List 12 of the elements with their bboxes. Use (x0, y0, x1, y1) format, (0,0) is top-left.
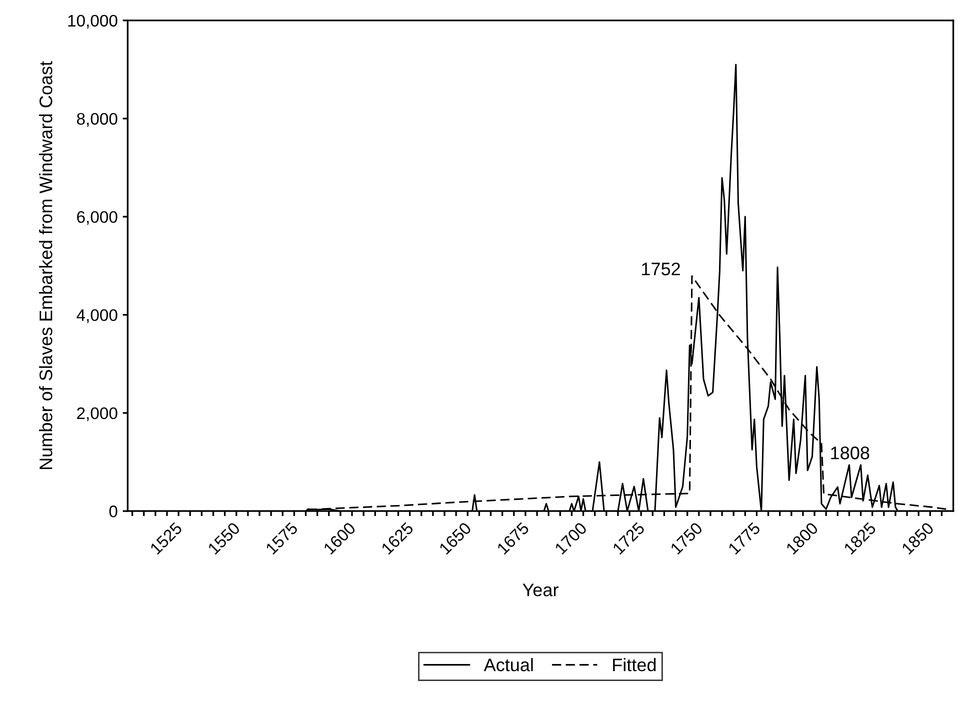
y-tick-label: 8,000 (76, 112, 118, 127)
legend-label: Fitted (613, 658, 656, 672)
legend-label: Actual (484, 658, 533, 672)
annotation: 1752 (642, 262, 680, 276)
x-axis-title: Year (522, 584, 558, 596)
y-tick-label: 0 (109, 506, 118, 518)
y-tick-label: 6,000 (77, 211, 118, 225)
y-tick-label: 10,000 (68, 14, 118, 29)
annotation: 1808 (831, 446, 870, 460)
y-axis-title: Number of Slaves Embarked from Windward Coast (39, 61, 52, 469)
y-tick-label: 2,000 (77, 407, 118, 422)
y-tick-label: 4,000 (76, 309, 118, 323)
